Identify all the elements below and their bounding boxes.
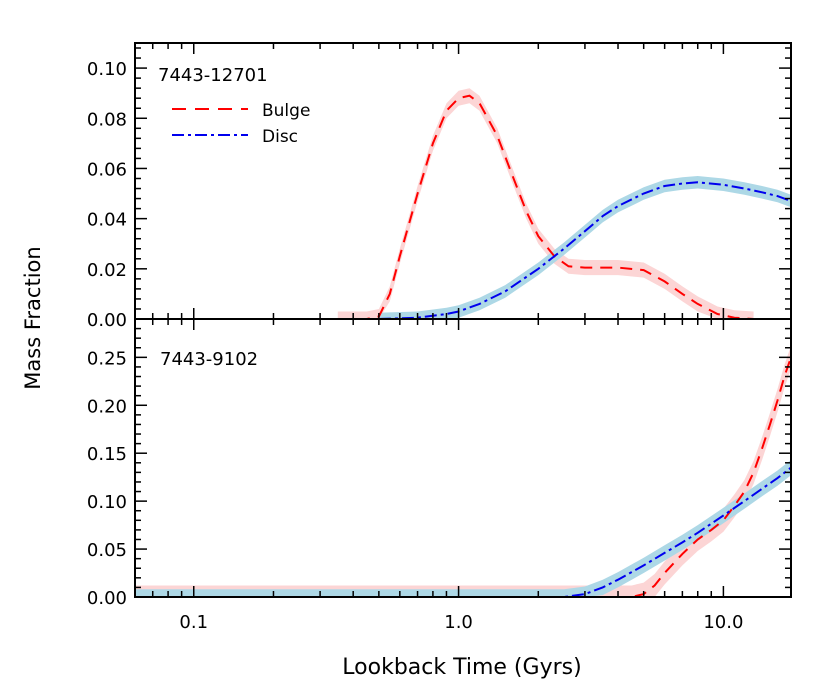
line-disc-bottom — [135, 466, 791, 597]
y-tick-label-bottom: 0.05 — [87, 540, 127, 561]
y-tick-label-top: 0.10 — [87, 59, 127, 80]
panel-label-top: 7443-12701 — [158, 65, 268, 86]
y-tick-label-top: 0.06 — [87, 159, 127, 180]
y-tick-label-top: 0.04 — [87, 210, 127, 231]
x-ticks-bottom — [134, 319, 725, 597]
y-tick-label-top: 0.00 — [87, 310, 127, 331]
legend-bulge-label: Bulge — [262, 101, 310, 121]
legend: Bulge Disc — [172, 101, 310, 147]
plot-area-top — [337, 88, 791, 319]
x-tick-label: 0.1 — [179, 612, 208, 633]
plot-area-bottom — [135, 345, 791, 597]
x-axis-label: Lookback Time (Gyrs) — [342, 655, 581, 680]
y-tick-label-bottom: 0.15 — [87, 444, 127, 465]
panel-label-bottom: 7443-9102 — [160, 349, 258, 370]
y-tick-label-bottom: 0.10 — [87, 492, 127, 513]
frame-bottom — [134, 318, 792, 598]
panel-bottom: 0.00 0.05 0.10 0.15 0.20 0.25 0.1 1.0 10.0 — [87, 318, 792, 633]
y-tick-label-top: 0.02 — [87, 260, 127, 281]
band-bulge-top — [337, 88, 754, 319]
y-tick-label-bottom: 0.00 — [87, 588, 127, 609]
y-ticks-bottom — [135, 318, 791, 598]
y-ticks-top — [135, 47, 791, 320]
line-disc-top — [378, 181, 791, 319]
y-axis-label: Mass Fraction — [21, 246, 45, 389]
panel-top: 0.00 0.02 0.04 0.06 0.08 0.10 — [87, 42, 792, 331]
line-bulge-top — [337, 94, 754, 319]
band-disc-top — [378, 176, 791, 319]
band-disc-bottom — [135, 459, 791, 597]
y-tick-label-bottom: 0.25 — [87, 348, 127, 369]
x-tick-label: 10.0 — [703, 612, 743, 633]
band-bulge-bottom — [135, 345, 791, 597]
x-ticks-top — [134, 43, 725, 319]
x-tick-label: 1.0 — [444, 612, 473, 633]
line-bulge-bottom — [135, 356, 791, 597]
legend-disc-label: Disc — [262, 127, 298, 147]
y-tick-label-top: 0.08 — [87, 109, 127, 130]
y-tick-label-bottom: 0.20 — [87, 396, 127, 417]
